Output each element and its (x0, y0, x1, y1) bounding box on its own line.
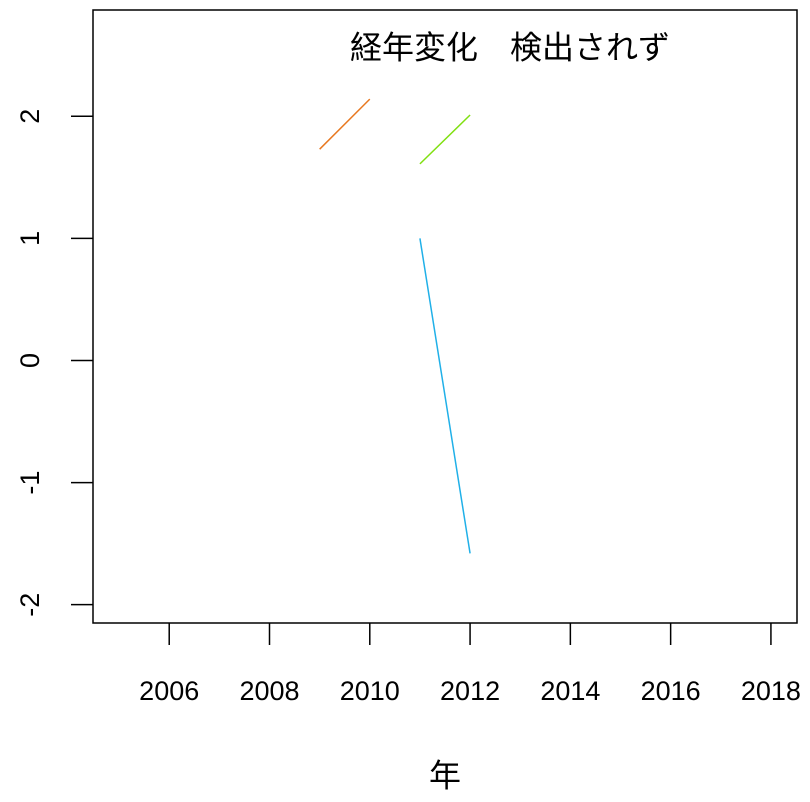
line-series (319, 98, 371, 150)
x-tick-label: 2010 (340, 676, 400, 706)
x-tick-label: 2014 (540, 676, 600, 706)
y-tick-label: 0 (15, 353, 45, 368)
x-tick-label: 2018 (741, 676, 801, 706)
x-tick-label: 2008 (239, 676, 299, 706)
plot-frame (92, 9, 798, 624)
y-tick-label: -2 (15, 593, 45, 617)
y-tick-label: -1 (15, 471, 45, 495)
line-series (419, 114, 471, 165)
x-axis-label: 年 (429, 757, 461, 793)
x-tick-label: 2016 (641, 676, 701, 706)
chart-title: 経年変化 検出されず (350, 29, 670, 65)
y-tick-label: 2 (15, 109, 45, 124)
line-series (419, 238, 471, 554)
x-tick-label: 2006 (139, 676, 199, 706)
y-tick-label: 1 (15, 231, 45, 246)
x-tick-label: 2012 (440, 676, 500, 706)
